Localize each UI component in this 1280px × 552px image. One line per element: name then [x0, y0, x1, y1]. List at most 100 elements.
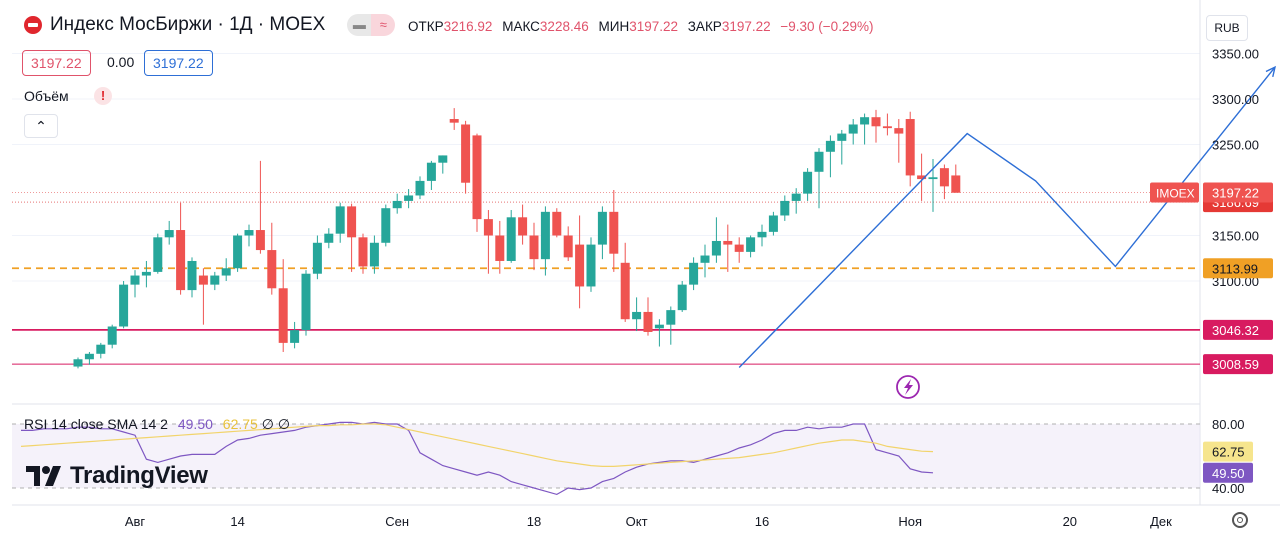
candle-body [176, 230, 186, 291]
rsi-value-tag-bg [1203, 462, 1253, 483]
candle-body [848, 124, 858, 134]
candle-body [586, 244, 596, 287]
rsi-sma-line [20, 423, 934, 467]
open-value: 3216.92 [443, 19, 493, 34]
candle-body [369, 242, 379, 267]
candle-body [609, 211, 619, 254]
candle-body [84, 353, 94, 360]
candle-body [654, 324, 664, 329]
candle-body [472, 135, 482, 220]
wave-icon[interactable]: ≈ [371, 14, 396, 36]
price-tick-label: 3350.00 [1212, 47, 1259, 62]
moex-logo-icon [24, 16, 42, 34]
candle-body [221, 268, 231, 276]
candle-body [381, 208, 391, 243]
candle-body [711, 240, 721, 256]
tradingview-logo[interactable]: TradingView [26, 462, 208, 490]
symbol-header[interactable]: Индекс МосБиржи · 1Д · MOEX ▬ ≈ [24, 14, 396, 36]
candle-body [415, 180, 425, 196]
time-tick-label: 14 [230, 514, 244, 529]
time-axis[interactable]: Авг 14 Сен 18 Окт 16 Ноя 20 Дек [125, 514, 1172, 529]
minus-icon[interactable]: ▬ [347, 14, 372, 36]
rsi-legend[interactable]: RSI 14 close SMA 14 2 49.50 62.75 ∅ ∅ [24, 416, 290, 433]
candle-body [905, 119, 915, 176]
candle-body [746, 237, 756, 252]
projection-line[interactable] [738, 65, 1277, 368]
price-axis[interactable]: 3350.003300.003250.003150.003100.0080.00… [1150, 47, 1273, 497]
candle-body [620, 262, 630, 320]
candle-body [723, 240, 733, 245]
price-tick-label: 3150.00 [1212, 229, 1259, 244]
candle-body [552, 211, 562, 236]
candle-body [404, 195, 414, 201]
rsi-legend-label: RSI 14 close SMA 14 2 [24, 416, 168, 432]
candle-body [700, 255, 710, 263]
time-tick-label: Авг [125, 514, 146, 529]
candle-body [187, 260, 197, 291]
sell-price-box[interactable]: 3197.22 [22, 50, 91, 76]
candle-body [597, 211, 607, 245]
settings-gear-icon[interactable] [1232, 512, 1248, 528]
current-price-tag-bg [1203, 182, 1273, 203]
current-price-tag: 3197.22 [1212, 186, 1259, 201]
volume-label[interactable]: Объём [24, 88, 69, 104]
candle-body [96, 344, 106, 354]
currency-selector[interactable]: RUB [1206, 15, 1248, 41]
level-tag-3046: 3046.32 [1212, 323, 1259, 338]
spread-value: 0.00 [107, 54, 135, 70]
level-tag-3113: 3113.99 [1212, 261, 1258, 276]
candle-body [768, 215, 778, 232]
candle-body [882, 126, 892, 129]
candle-body [301, 273, 311, 331]
level-tag-3046-bg [1203, 319, 1273, 340]
candle-body [278, 288, 288, 343]
rsi-legend-value: 49.50 [177, 416, 213, 432]
close-value: 3197.22 [721, 19, 771, 34]
candle-body [244, 230, 254, 236]
warning-icon[interactable]: ! [94, 87, 112, 105]
time-tick-label: 18 [527, 514, 541, 529]
candle-body [689, 262, 699, 285]
candle-body [939, 168, 949, 187]
candle-body [210, 275, 220, 285]
candle-body [803, 171, 813, 194]
collapse-button[interactable]: ⌃ [24, 114, 58, 138]
candle-body [426, 162, 436, 181]
candle-body [119, 284, 129, 327]
candle-body [871, 117, 881, 127]
tradingview-icon [26, 466, 61, 486]
candle-body [335, 206, 345, 234]
candle-body [255, 230, 265, 251]
buy-price-box[interactable]: 3197.22 [144, 50, 213, 76]
low-label: МИН [598, 19, 630, 34]
candle-body [233, 235, 243, 269]
candle-body [928, 177, 938, 180]
candle-body [506, 217, 516, 261]
rsi-legend-sma: 62.75 [222, 416, 258, 432]
candle-body [643, 311, 653, 332]
projection-arrowhead [1265, 65, 1277, 78]
chart-mode-toggle[interactable]: ▬ ≈ [347, 14, 396, 36]
candle-body [495, 235, 505, 261]
candle-body [575, 244, 585, 287]
candle-body [164, 230, 174, 238]
time-tick-label: Дек [1150, 514, 1172, 529]
candle-body [461, 124, 471, 183]
candle-body [392, 200, 402, 209]
candle-body [540, 211, 550, 260]
candle-body [563, 235, 573, 258]
rsi-sma-tag: 62.75 [1212, 445, 1245, 460]
candle-body [198, 275, 208, 285]
change-value: −9.30 (−0.29%) [780, 19, 874, 34]
candle-body [312, 242, 322, 274]
candle-body [666, 310, 676, 325]
rsi-legend-extra: ∅ ∅ [261, 416, 291, 432]
rsi-pane [12, 421, 1200, 496]
candles [73, 108, 961, 369]
candle-body [438, 155, 448, 163]
symbol-title[interactable]: Индекс МосБиржи · 1Д · MOEX [50, 14, 326, 35]
time-tick-label: 20 [1063, 514, 1077, 529]
candle-body [141, 271, 151, 276]
flash-icon[interactable] [896, 375, 920, 399]
